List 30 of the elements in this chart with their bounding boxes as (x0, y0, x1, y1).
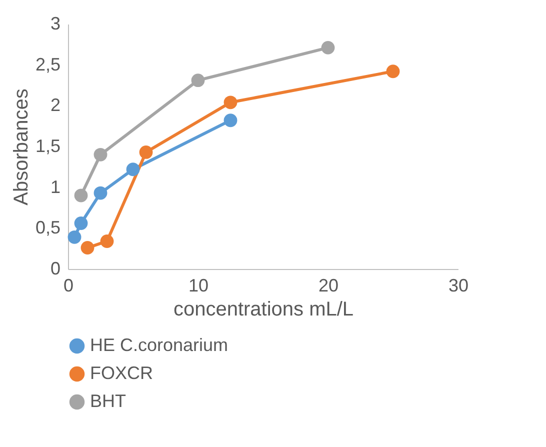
point (94, 148, 108, 162)
y-tick-label: 3 (50, 14, 60, 34)
point (68, 230, 82, 244)
legend-label: BHT (90, 391, 126, 411)
point (139, 146, 153, 159)
y-tick-label: 2,5 (35, 54, 60, 74)
point (74, 188, 88, 202)
legend-label: HE C.coronarium (90, 335, 228, 355)
point (386, 64, 400, 78)
y-tick-label: 2 (50, 95, 60, 116)
y-tick-label: 0,5 (35, 218, 60, 238)
point (80, 241, 94, 254)
point (74, 216, 88, 230)
y-tick-label: 1,5 (35, 136, 60, 156)
point (100, 234, 114, 248)
y-tick-label: 1 (50, 176, 60, 197)
y-axis-title: Absorbances (10, 88, 32, 206)
x-axis-title: concentrations mL/L (173, 298, 354, 320)
x-tick-label: 30 (448, 276, 469, 296)
point (126, 162, 140, 176)
y-tick-label: 0 (50, 258, 60, 278)
point (224, 96, 238, 110)
point (94, 186, 108, 200)
point (321, 40, 335, 54)
point (191, 74, 205, 88)
legend-label: FOXCR (90, 363, 153, 383)
point (224, 114, 238, 128)
x-tick-label: 10 (188, 276, 209, 296)
x-tick-label: 20 (318, 276, 339, 296)
x-tick-label: 0 (63, 276, 74, 296)
